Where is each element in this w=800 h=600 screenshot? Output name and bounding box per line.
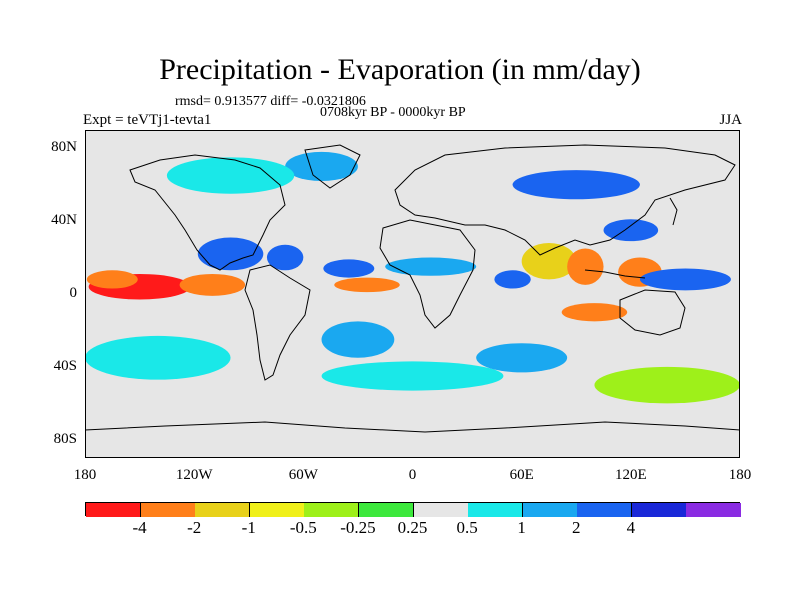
lat-tick-label: 80S [53, 430, 77, 447]
field-region [512, 170, 640, 200]
colorbar-swatch [413, 503, 469, 517]
lat-tick-label: 40S [53, 357, 77, 374]
field-region [85, 335, 231, 380]
field-region [603, 219, 659, 242]
colorbar [85, 502, 742, 517]
colorbar-label: 0.5 [456, 518, 478, 537]
colorbar-swatch [686, 503, 742, 517]
colorbar-label: 4 [626, 518, 636, 537]
coastlines [85, 144, 740, 433]
lon-tick-label: 180 [73, 467, 97, 483]
colorbar-swatch [522, 503, 578, 517]
season-label: JJA [719, 112, 742, 128]
colorbar-swatch [86, 503, 142, 517]
lon-tick-label: 60W [288, 467, 318, 483]
colorbar-swatch [195, 503, 251, 517]
colorbar-label: 0.25 [397, 518, 428, 537]
field-region [166, 157, 295, 194]
precip-evap-map [85, 130, 740, 458]
field-region [321, 361, 504, 391]
period-line: 0708kyr BP - 0000kyr BP [320, 105, 466, 120]
colorbar-label: -0.25 [340, 518, 376, 537]
colorbar-swatch [358, 503, 414, 517]
field-region [285, 151, 358, 182]
field-region [323, 259, 375, 278]
field-region [334, 277, 400, 293]
colorbar-swatch [631, 503, 687, 517]
colorbar-swatch [249, 503, 305, 517]
field-region [594, 366, 740, 404]
colorbar-swatch [140, 503, 196, 517]
colorbar-label: -4 [132, 518, 147, 537]
field-region [385, 257, 477, 276]
lat-tick-label: 40N [51, 212, 77, 229]
field-region [476, 343, 568, 373]
field-region [494, 270, 531, 289]
field-region [86, 270, 138, 289]
colorbar-label: -0.5 [289, 518, 317, 537]
lon-tick-label: 0 [408, 467, 417, 483]
lon-tick-label: 60E [509, 467, 534, 483]
colorbar-label: 1 [517, 518, 526, 537]
plot-title: Precipitation - Evaporation (in mm/day) [159, 53, 641, 86]
field-region [266, 244, 304, 271]
colorbar-swatch [304, 503, 360, 517]
field-region [197, 237, 264, 271]
colorbar-label: -1 [241, 518, 256, 537]
colorbar-swatch [468, 503, 524, 517]
stats-line: rmsd= 0.913577 diff= -0.0321806 [175, 94, 366, 109]
colorbar-swatch [577, 503, 633, 517]
field-region [179, 273, 246, 296]
anomaly-field [85, 151, 740, 404]
lat-tick-label: 80N [51, 139, 77, 156]
lat-tick-label: 0 [69, 285, 78, 301]
field-region [321, 321, 395, 358]
field-region [639, 268, 731, 291]
map-frame [85, 130, 740, 458]
colorbar-label: -2 [187, 518, 202, 537]
field-region [567, 248, 604, 285]
colorbar-label: 2 [572, 518, 581, 537]
field-region [561, 303, 628, 322]
field-region [521, 242, 577, 280]
lon-tick-label: 120E [614, 467, 647, 483]
lon-tick-label: 120W [175, 467, 213, 483]
lon-tick-label: 180 [728, 467, 752, 483]
experiment-label: Expt = teVTj1-tevta1 [83, 112, 212, 128]
